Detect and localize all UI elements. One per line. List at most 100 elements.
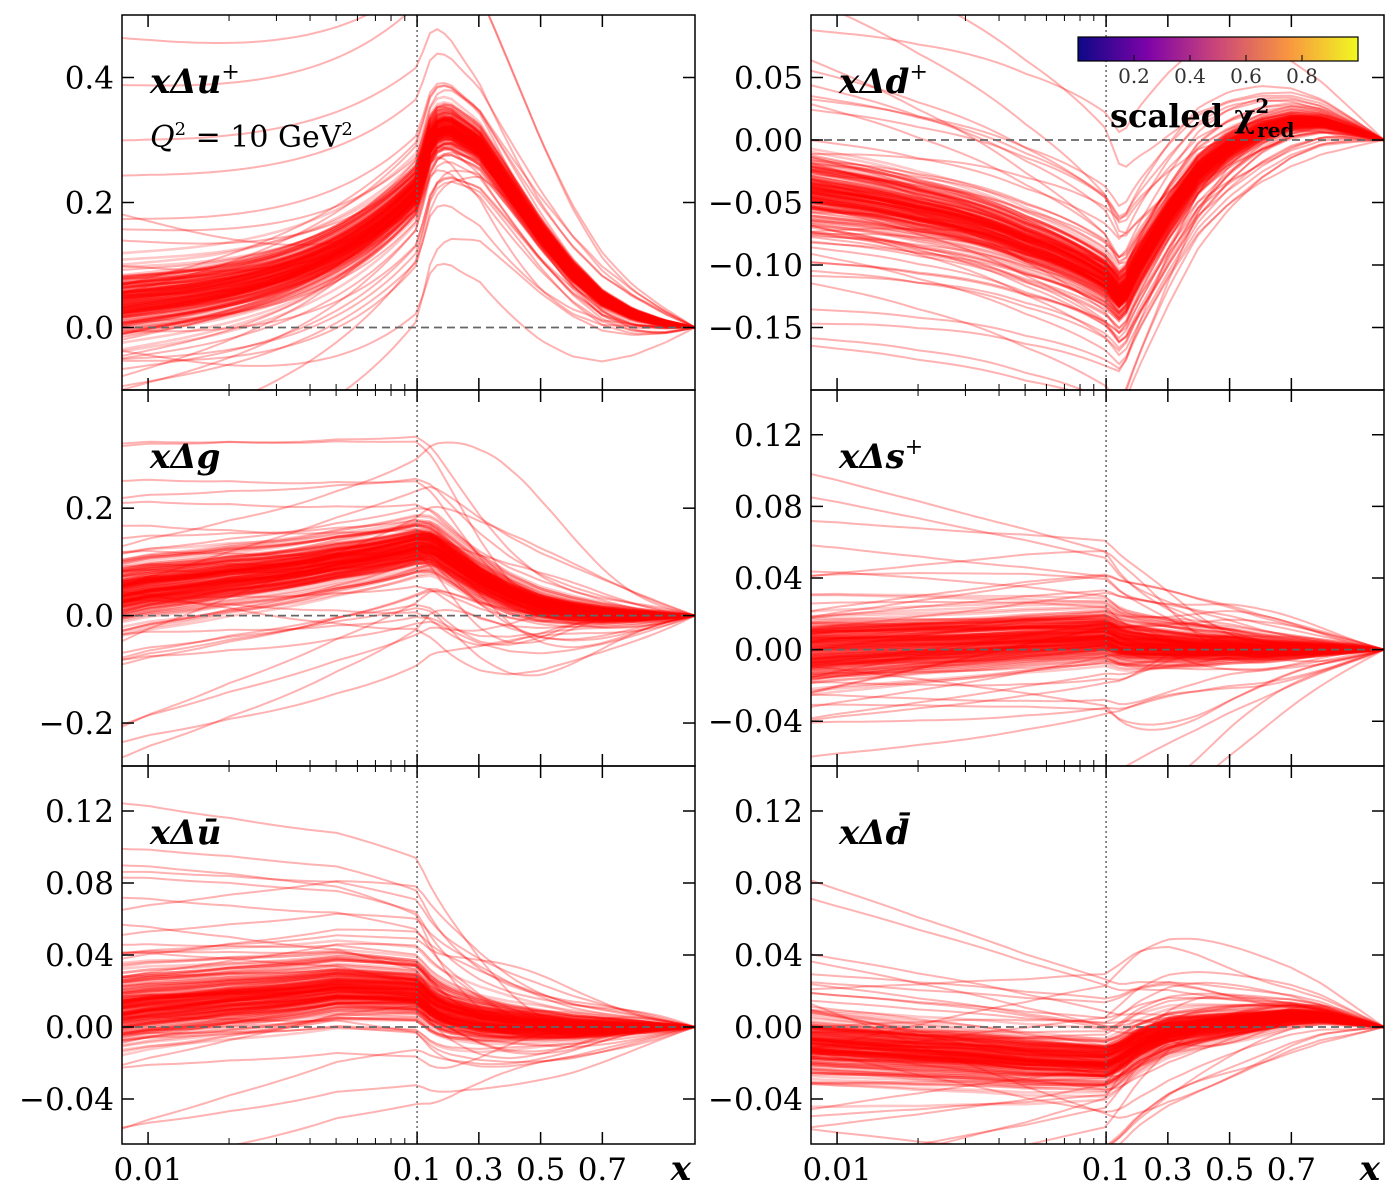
replica-line bbox=[811, 648, 1384, 673]
replica-line bbox=[122, 135, 695, 329]
replica-line bbox=[811, 1018, 1384, 1067]
replica-line bbox=[122, 554, 695, 619]
replica-line bbox=[122, 562, 695, 625]
replica-line bbox=[917, 1012, 1384, 1144]
replica-line bbox=[122, 1008, 695, 1039]
replica-line bbox=[811, 1017, 1384, 1074]
replica-line bbox=[122, 117, 695, 329]
replica-line bbox=[811, 119, 1384, 297]
replica-line bbox=[122, 176, 695, 370]
replica-line bbox=[122, 115, 695, 329]
replica-line bbox=[122, 541, 695, 618]
replica-line bbox=[122, 132, 695, 329]
replica-line bbox=[811, 636, 1384, 655]
replica-line bbox=[122, 137, 695, 329]
replica-line bbox=[122, 110, 695, 329]
replica-line bbox=[811, 608, 1384, 651]
replica-line bbox=[122, 119, 695, 329]
replica-line bbox=[122, 155, 695, 329]
replica-line bbox=[811, 113, 1384, 275]
replica-line bbox=[811, 119, 1384, 284]
replica-line bbox=[811, 118, 1384, 297]
replica-line bbox=[122, 535, 695, 617]
replica-line bbox=[122, 553, 695, 619]
replica-line bbox=[811, 124, 1384, 306]
replica-line bbox=[811, 118, 1384, 294]
replica-line bbox=[811, 621, 1384, 651]
replica-line bbox=[811, 1020, 1384, 1087]
replica-line bbox=[811, 128, 1384, 321]
replica-line bbox=[122, 123, 695, 329]
replica-line bbox=[811, 1018, 1384, 1091]
ytick-label: 0.2 bbox=[65, 186, 114, 222]
replica-line bbox=[811, 1016, 1384, 1067]
replica-line bbox=[811, 648, 1384, 720]
replica-line bbox=[122, 981, 695, 1030]
replica-line bbox=[122, 137, 695, 329]
replica-line bbox=[122, 550, 695, 618]
replica-line bbox=[122, 532, 695, 617]
replica-line bbox=[811, 639, 1384, 657]
replica-line bbox=[811, 981, 1384, 1028]
replica-line bbox=[122, 979, 695, 1029]
replica-line bbox=[122, 547, 695, 618]
replica-line bbox=[811, 120, 1384, 300]
replica-line bbox=[811, 635, 1384, 652]
replica-line bbox=[811, 1014, 1384, 1068]
replica-line bbox=[811, 1010, 1384, 1053]
ytick-label: 0.12 bbox=[734, 794, 803, 830]
replica-line bbox=[122, 530, 695, 617]
replica-line bbox=[122, 950, 695, 1032]
replica-line bbox=[122, 128, 695, 329]
replica-line bbox=[811, 648, 1384, 676]
replica-line bbox=[122, 970, 695, 1029]
replica-line bbox=[811, 135, 1384, 335]
replica-line bbox=[122, 951, 695, 1029]
replica-line bbox=[811, 618, 1384, 679]
replica-line bbox=[811, 123, 1384, 309]
replica-line bbox=[122, 958, 695, 1029]
replica-line bbox=[811, 635, 1384, 652]
replica-line bbox=[811, 1016, 1384, 1080]
replica-line bbox=[811, 636, 1384, 661]
replica-line bbox=[811, 138, 1384, 371]
replica-line bbox=[811, 1003, 1384, 1041]
replica-line bbox=[122, 151, 695, 390]
replica-line bbox=[122, 127, 695, 329]
replica-line bbox=[811, 116, 1384, 294]
replica-line bbox=[811, 122, 1384, 305]
replica-line bbox=[811, 642, 1384, 678]
replica-line bbox=[122, 993, 695, 1030]
replica-line bbox=[122, 1008, 695, 1043]
replica-line bbox=[122, 557, 695, 620]
replica-line bbox=[811, 1015, 1384, 1077]
replica-line bbox=[811, 1015, 1384, 1079]
replica-line bbox=[1124, 648, 1384, 766]
replica-line bbox=[122, 130, 695, 329]
replica-line bbox=[122, 131, 695, 329]
replica-line bbox=[122, 538, 695, 617]
replica-line bbox=[122, 119, 695, 329]
replica-line bbox=[811, 637, 1384, 664]
replica-line bbox=[811, 111, 1384, 259]
replica-line bbox=[122, 140, 695, 329]
replica-line bbox=[811, 635, 1384, 721]
replica-line bbox=[811, 117, 1384, 290]
replica-line bbox=[122, 1024, 695, 1050]
replica-line bbox=[122, 1000, 695, 1036]
replica-line bbox=[811, 635, 1384, 654]
replica-line bbox=[122, 131, 695, 329]
replica-line bbox=[122, 545, 695, 617]
replica-line bbox=[811, 121, 1384, 300]
replica-line bbox=[122, 131, 695, 329]
replica-line bbox=[122, 553, 695, 618]
ytick-label: 0.00 bbox=[45, 1010, 114, 1046]
replica-line bbox=[811, 121, 1384, 287]
replica-line bbox=[122, 977, 695, 1029]
replica-line bbox=[811, 1016, 1384, 1084]
replica-line bbox=[811, 121, 1384, 299]
replica-line bbox=[811, 648, 1384, 678]
replica-line bbox=[122, 1000, 695, 1032]
replica-line bbox=[811, 1022, 1384, 1098]
replica-line bbox=[122, 986, 695, 1030]
